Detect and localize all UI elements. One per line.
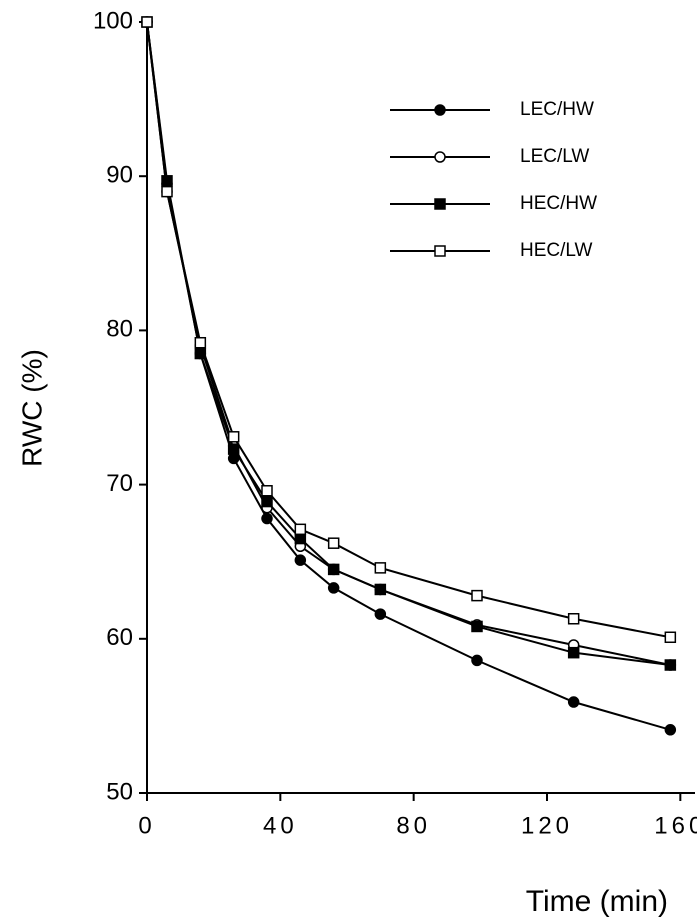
y-axis-label: RWC (%) xyxy=(16,349,47,467)
marker xyxy=(374,608,387,620)
marker xyxy=(141,16,153,28)
marker xyxy=(327,537,340,549)
x-tick-label: 80 xyxy=(396,812,431,839)
series-line xyxy=(146,21,671,731)
marker xyxy=(664,724,677,736)
marker xyxy=(227,443,240,455)
y-tick-label: 100 xyxy=(93,7,133,34)
marker xyxy=(194,347,207,360)
marker xyxy=(471,620,483,633)
y-tick-label: 70 xyxy=(106,470,133,497)
x-tick-label: 160 xyxy=(654,812,697,839)
marker xyxy=(261,512,273,525)
marker xyxy=(374,562,387,574)
x-tick-label: 40 xyxy=(263,812,298,839)
marker xyxy=(327,582,340,594)
y-tick-label: 80 xyxy=(106,316,133,343)
marker xyxy=(294,554,307,566)
marker xyxy=(434,151,446,163)
marker xyxy=(471,589,483,602)
y-tick-label: 60 xyxy=(106,624,133,651)
marker xyxy=(327,563,340,576)
x-tick-label: 0 xyxy=(138,812,155,839)
marker xyxy=(567,646,580,659)
marker xyxy=(374,583,387,596)
marker xyxy=(434,198,446,210)
marker xyxy=(261,495,273,508)
marker xyxy=(294,523,307,536)
x-axis-label: Time (min) xyxy=(526,885,668,918)
marker xyxy=(567,613,580,625)
marker xyxy=(261,485,273,497)
x-tick-label: 120 xyxy=(521,812,573,839)
legend-label: HEC/HW xyxy=(520,193,597,214)
marker xyxy=(434,245,446,257)
marker xyxy=(664,631,677,644)
legend-label: LEC/HW xyxy=(520,99,594,120)
marker xyxy=(161,185,173,198)
legend-label: HEC/LW xyxy=(520,240,593,261)
y-tick-label: 90 xyxy=(106,162,133,189)
marker xyxy=(567,696,580,708)
marker xyxy=(471,654,483,667)
marker xyxy=(664,659,677,671)
marker xyxy=(434,104,446,116)
marker xyxy=(294,532,307,545)
marker xyxy=(194,336,207,349)
y-tick-label: 50 xyxy=(106,778,133,805)
legend-label: LEC/LW xyxy=(520,146,589,167)
marker xyxy=(227,431,240,443)
